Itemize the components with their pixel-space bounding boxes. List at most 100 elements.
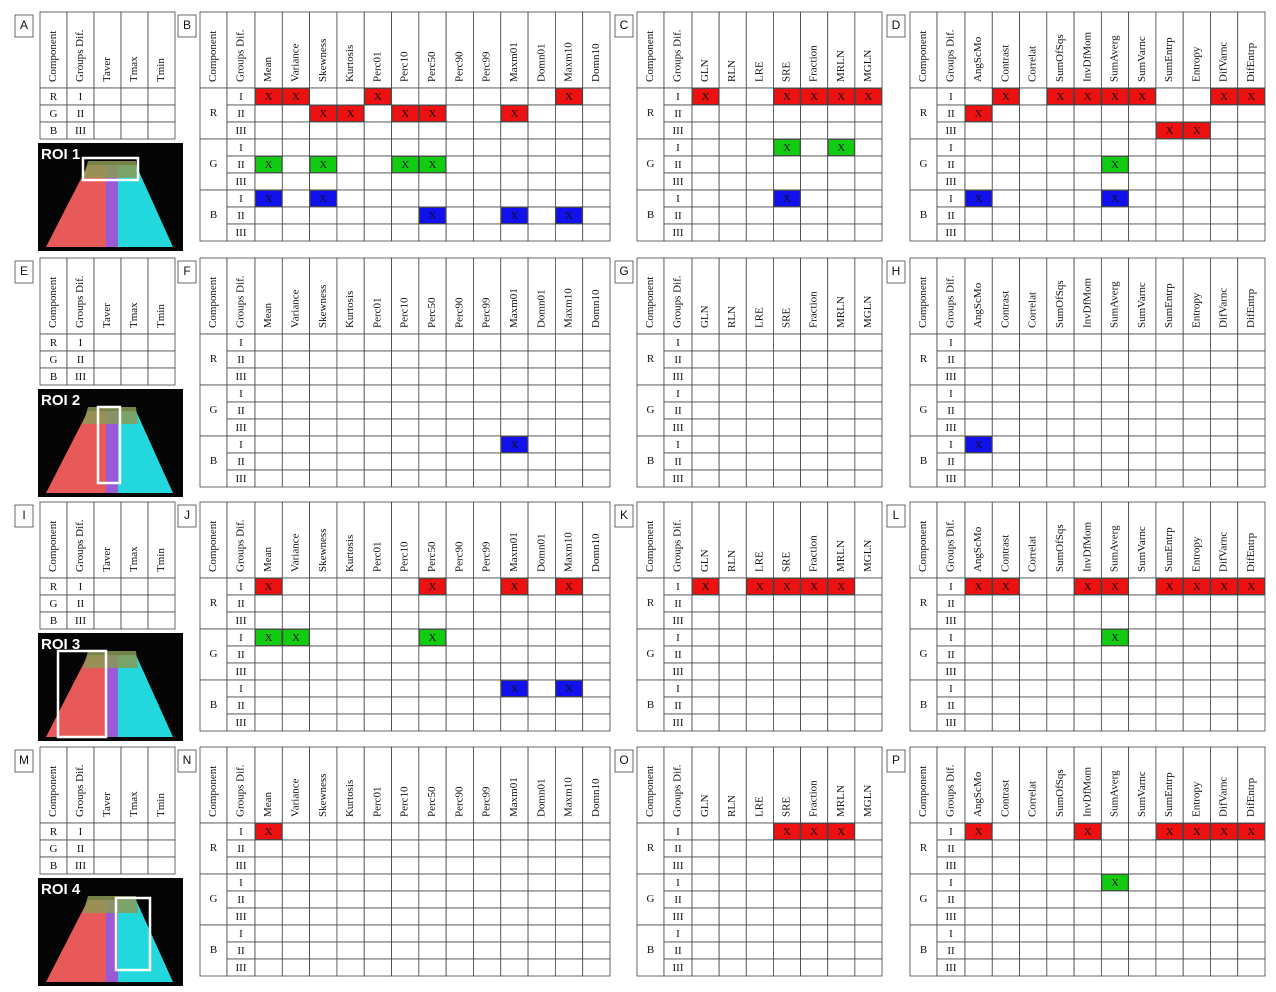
column-header: Kurtosis [344,291,356,328]
cell [363,713,392,732]
cell [582,890,611,909]
cell [827,679,856,698]
group-label: I [239,91,243,103]
cell [336,941,365,960]
cell [309,856,338,875]
cell [254,104,283,123]
cell [718,594,747,613]
cell [445,713,474,732]
header-cell [1100,501,1130,579]
cell [800,104,829,123]
cell [718,577,747,596]
mark-text: X [783,142,791,154]
cell [473,662,502,681]
cell [991,206,1020,225]
cell [691,611,720,630]
group-label: III [946,860,957,872]
cell [391,713,420,732]
cell [582,452,611,471]
cell [418,696,447,715]
cell [254,206,283,225]
component-label: G [920,893,928,905]
cell [554,924,584,943]
column-header: Perc01 [371,51,383,82]
cell [964,679,993,698]
cell [827,350,856,369]
mark-text: X [265,193,273,205]
column-header: Mean [262,546,274,572]
column-header: SRE [781,62,793,82]
cell [718,418,747,437]
header-cell [964,257,993,335]
cell [1210,628,1239,647]
group-label: I [949,91,953,103]
cell [336,873,365,892]
cell [964,206,993,225]
cell [391,435,420,454]
column-header: InvDfMom [1081,766,1093,817]
roi-cyan [118,411,173,493]
cell [1019,577,1048,596]
cell [1073,418,1102,437]
cell [281,469,311,488]
cell [391,856,420,875]
column-header: Variance [289,533,301,572]
cell [363,958,392,977]
cell [1073,104,1102,123]
component-cell [199,189,228,242]
component-label: B [920,455,927,467]
marked-cell [1101,156,1129,173]
header-cell [691,257,720,335]
cell [1128,839,1157,858]
cell [800,384,829,403]
cell-text: II [77,354,85,366]
cell [500,155,529,174]
cell [309,594,338,613]
cell [1073,839,1102,858]
cell [500,696,529,715]
cell [1128,594,1157,613]
component-label: R [210,597,218,609]
cell-text: I [79,337,83,349]
cell [691,104,720,123]
group-label: II [237,159,245,171]
cell [254,611,283,630]
component-cell [636,577,665,630]
group-label: III [946,371,957,383]
cell [827,890,856,909]
cell [445,223,474,242]
cell [1237,121,1266,140]
cell [745,907,774,926]
cell [854,822,883,841]
cell [527,594,556,613]
cell [1019,873,1048,892]
mark-text: X [1084,826,1092,838]
cell [691,138,720,157]
cell [363,679,392,698]
cell [309,121,338,140]
cell [582,662,611,681]
cell [473,628,502,647]
cell [1155,839,1184,858]
header-cell [964,11,993,89]
header-cell [800,11,829,89]
cell [1019,87,1048,106]
cell [691,155,720,174]
marked-cell [391,156,419,173]
cell-text: II [77,843,85,855]
cell [309,223,338,242]
cell [500,628,529,647]
component-label: G [920,158,928,170]
column-header: Maxm10 [563,288,575,328]
group-label: I [949,683,953,695]
cell [445,172,474,191]
cell [500,469,529,488]
marked-cell [692,578,720,595]
cell [1128,172,1157,191]
cell [854,333,883,352]
panel-letter-box [14,749,34,773]
cell [1073,121,1102,140]
cell [964,924,993,943]
header-cell [281,11,311,89]
cell [1019,452,1048,471]
